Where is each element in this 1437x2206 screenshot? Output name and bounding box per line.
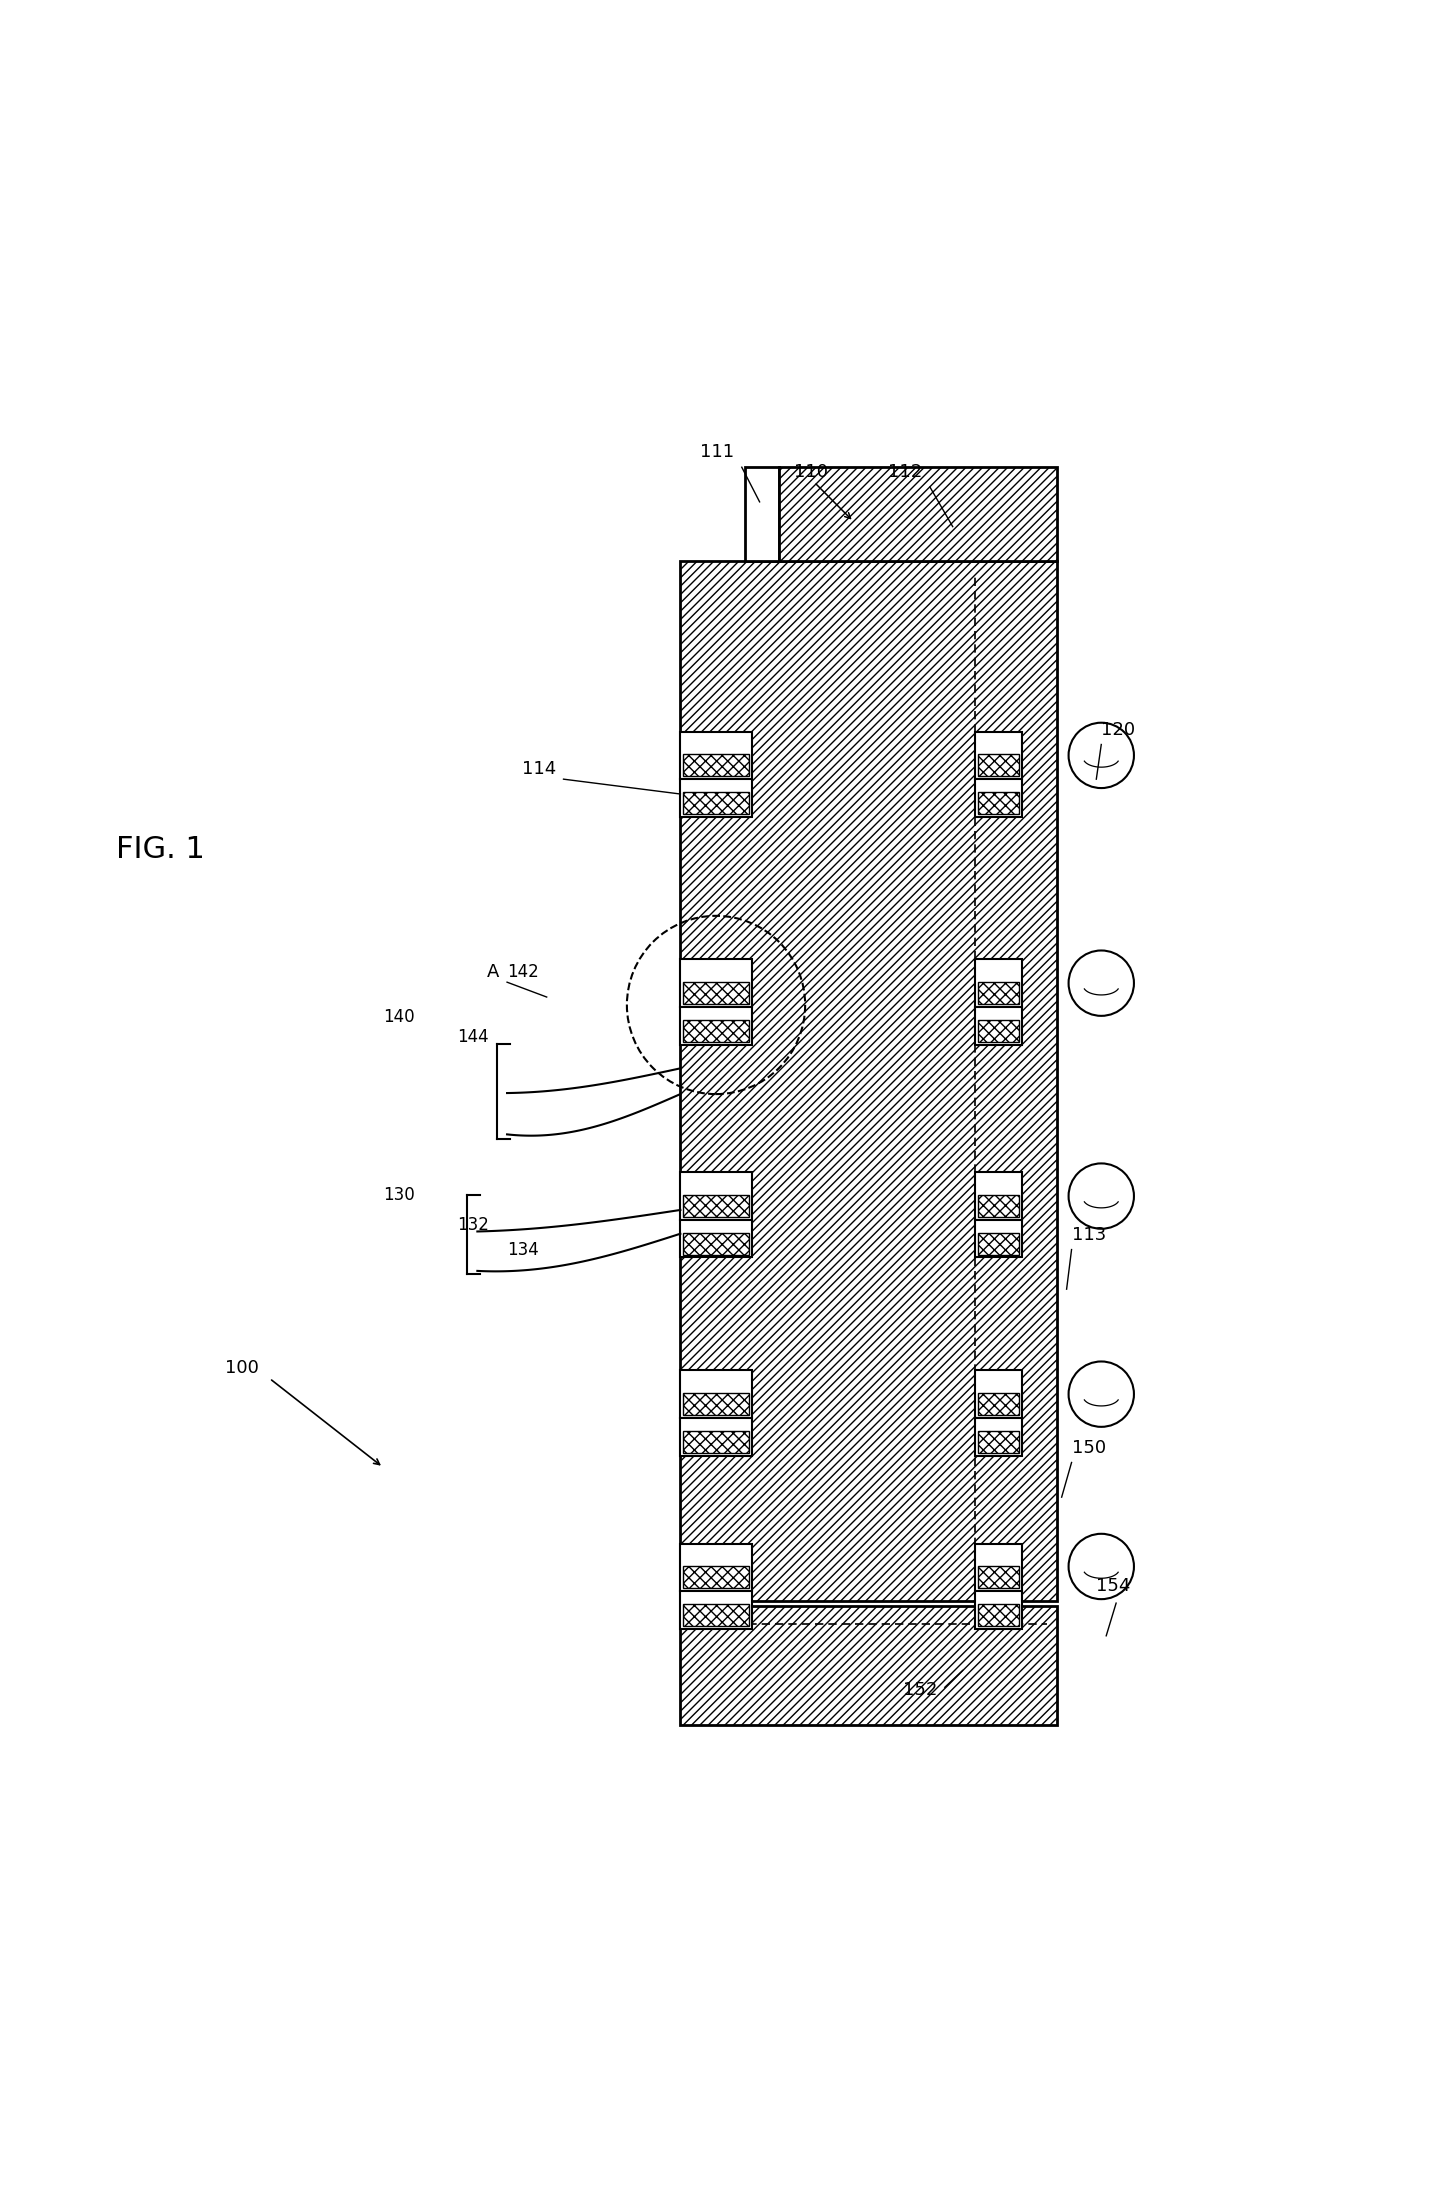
- Circle shape: [1069, 1533, 1134, 1599]
- Bar: [976, 1171, 1022, 1220]
- Bar: [979, 982, 1019, 1004]
- Text: 130: 130: [384, 1187, 415, 1204]
- Text: 100: 100: [224, 1359, 259, 1377]
- Text: 134: 134: [507, 1240, 539, 1257]
- Bar: [976, 1220, 1022, 1257]
- Bar: [680, 1606, 1056, 1725]
- Bar: [979, 1196, 1019, 1218]
- Text: 150: 150: [1072, 1438, 1105, 1456]
- Bar: [976, 1591, 1022, 1628]
- Bar: [979, 754, 1019, 777]
- Text: 140: 140: [384, 1008, 415, 1026]
- Bar: [680, 779, 752, 816]
- Bar: [979, 1233, 1019, 1255]
- Bar: [684, 754, 749, 777]
- Bar: [680, 560, 1056, 1602]
- Bar: [684, 1604, 749, 1626]
- Bar: [976, 1370, 1022, 1418]
- Bar: [680, 1220, 752, 1257]
- Text: 113: 113: [1072, 1227, 1106, 1244]
- Bar: [976, 960, 1022, 1006]
- Circle shape: [1069, 1361, 1134, 1427]
- Bar: [979, 1604, 1019, 1626]
- Bar: [684, 982, 749, 1004]
- Bar: [979, 1019, 1019, 1041]
- Text: 112: 112: [888, 463, 923, 481]
- Bar: [680, 1370, 752, 1418]
- Text: 111: 111: [700, 443, 734, 461]
- Text: 132: 132: [457, 1216, 490, 1233]
- Bar: [979, 1394, 1019, 1414]
- Bar: [684, 1432, 749, 1452]
- Bar: [680, 1591, 752, 1628]
- Bar: [976, 1418, 1022, 1456]
- Bar: [744, 468, 779, 560]
- Bar: [976, 1006, 1022, 1046]
- Text: 154: 154: [1096, 1577, 1131, 1595]
- Bar: [976, 732, 1022, 779]
- Circle shape: [1069, 724, 1134, 788]
- Text: 144: 144: [457, 1028, 489, 1046]
- Bar: [979, 1432, 1019, 1452]
- Bar: [684, 1566, 749, 1588]
- Bar: [680, 960, 752, 1006]
- Text: FIG. 1: FIG. 1: [116, 836, 204, 865]
- Circle shape: [1069, 1163, 1134, 1229]
- Text: 152: 152: [904, 1681, 937, 1699]
- Bar: [684, 1019, 749, 1041]
- Bar: [680, 1171, 752, 1220]
- Bar: [680, 1006, 752, 1046]
- Bar: [684, 1394, 749, 1414]
- Bar: [979, 1566, 1019, 1588]
- Text: 120: 120: [1101, 721, 1135, 739]
- Text: 110: 110: [795, 463, 828, 481]
- Bar: [976, 1544, 1022, 1591]
- Bar: [684, 1233, 749, 1255]
- Bar: [680, 1418, 752, 1456]
- Circle shape: [1069, 951, 1134, 1015]
- Text: 114: 114: [522, 761, 556, 779]
- Text: 142: 142: [507, 964, 539, 982]
- Bar: [779, 468, 1056, 560]
- Bar: [684, 1196, 749, 1218]
- Bar: [680, 732, 752, 779]
- Text: A: A: [487, 964, 500, 982]
- Bar: [680, 1544, 752, 1591]
- Bar: [684, 792, 749, 814]
- Bar: [979, 792, 1019, 814]
- Bar: [976, 779, 1022, 816]
